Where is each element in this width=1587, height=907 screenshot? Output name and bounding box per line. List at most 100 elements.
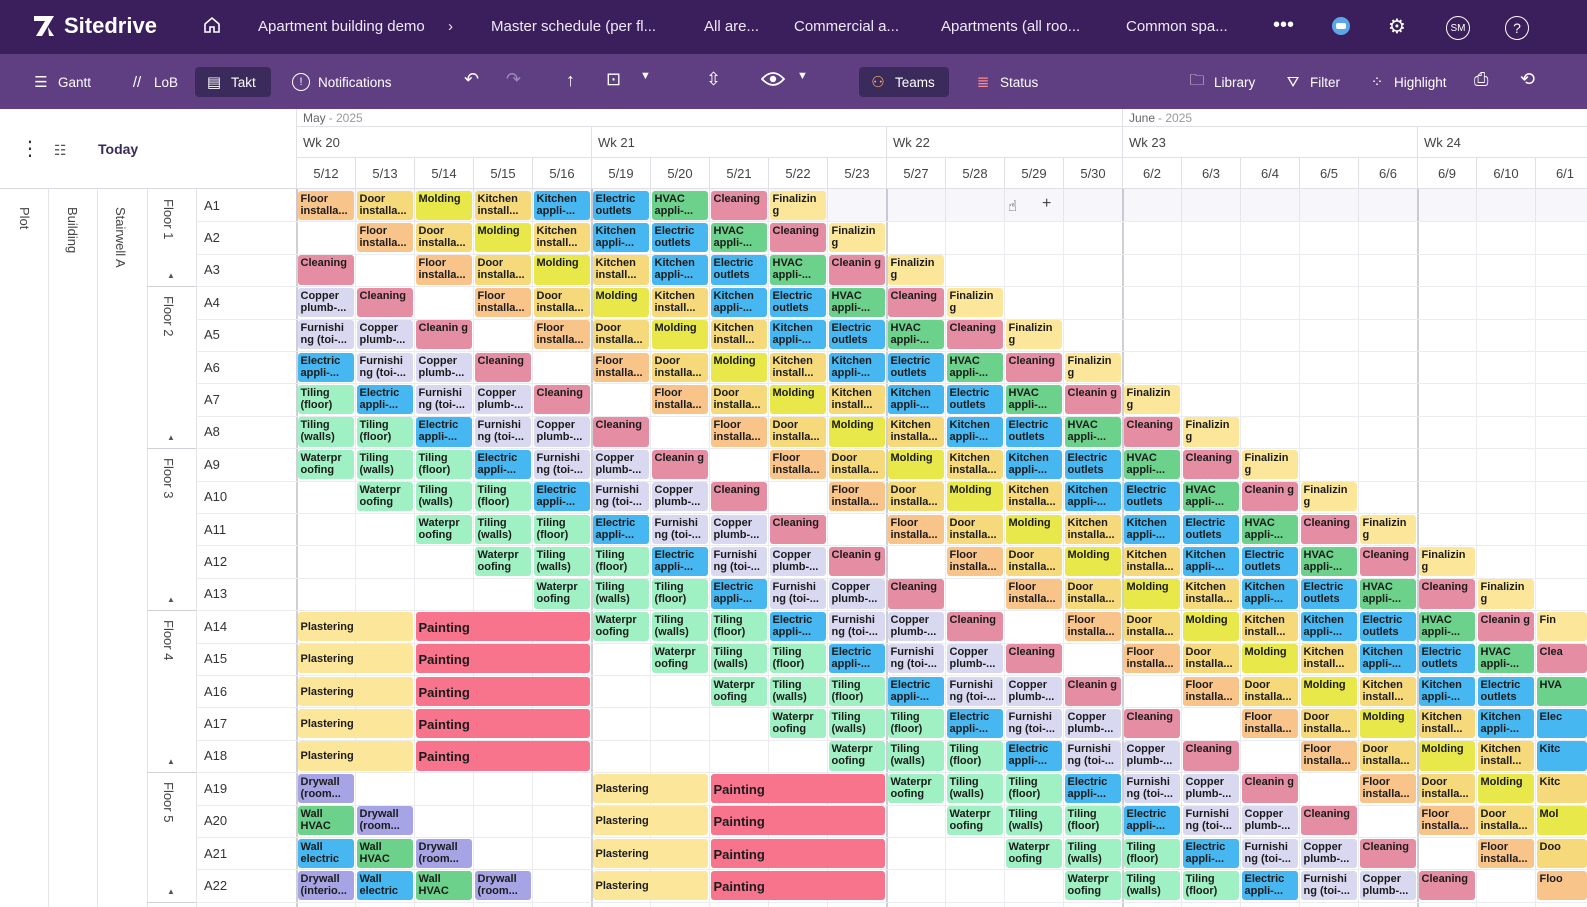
- task-card[interactable]: Tiling (walls): [415, 482, 472, 512]
- task-card[interactable]: Floor installa...: [1477, 838, 1534, 868]
- task-card[interactable]: Floor installa...: [1300, 741, 1357, 771]
- task-card[interactable]: Tiling (floor): [474, 482, 531, 512]
- task-card[interactable]: HVAC appli-...: [1005, 384, 1062, 415]
- task-card[interactable]: Copper plumb-...: [1064, 708, 1121, 739]
- task-card[interactable]: Cleaning: [887, 287, 944, 318]
- task-card[interactable]: Furnishi ng (toi-...: [769, 579, 826, 609]
- task-card[interactable]: Electric outlets: [651, 222, 708, 253]
- task-card[interactable]: HVAC appli-...: [1123, 449, 1180, 480]
- task-card[interactable]: Cleaning: [1418, 579, 1475, 609]
- chevron-down-icon[interactable]: ▼: [640, 70, 651, 82]
- task-card[interactable]: Finalizin g: [1241, 449, 1298, 480]
- task-card[interactable]: Molding: [651, 320, 708, 350]
- task-card[interactable]: Cleaning: [1300, 514, 1357, 544]
- task-card[interactable]: Molding: [1359, 708, 1416, 739]
- row-label-A14[interactable]: A14: [204, 618, 228, 634]
- task-card[interactable]: Tiling (floor): [415, 449, 472, 480]
- task-card[interactable]: Tiling (floor): [592, 546, 649, 577]
- task-card[interactable]: Cleaning: [356, 287, 413, 318]
- task-card[interactable]: Wall HVAC: [415, 870, 472, 901]
- task-card[interactable]: Electric appli-...: [1123, 806, 1180, 836]
- task-card[interactable]: Copper plumb-...: [946, 644, 1003, 674]
- task-card[interactable]: Copper plumb-...: [1359, 870, 1416, 901]
- day-header[interactable]: 6/1: [1535, 158, 1587, 189]
- task-card[interactable]: Kitc: [1536, 741, 1587, 771]
- task-card[interactable]: Cleanin g: [828, 255, 885, 285]
- task-card[interactable]: Electric appli-...: [887, 676, 944, 706]
- task-card[interactable]: Copper plumb-...: [887, 611, 944, 642]
- row-label-A8[interactable]: A8: [204, 424, 220, 440]
- task-card[interactable]: Molding: [415, 190, 472, 220]
- task-card[interactable]: Floor installa...: [1182, 676, 1239, 706]
- task-card[interactable]: Floor installa...: [1123, 644, 1180, 674]
- task-card[interactable]: Finalizin g: [1123, 384, 1180, 415]
- task-card[interactable]: Elec: [1536, 708, 1587, 739]
- task-card[interactable]: Plastering: [297, 708, 413, 739]
- task-card[interactable]: Door installa...: [592, 320, 649, 350]
- task-card[interactable]: Tiling (walls): [887, 741, 944, 771]
- task-card[interactable]: Electric outlets: [1123, 482, 1180, 512]
- task-card[interactable]: Fin: [1536, 611, 1587, 642]
- day-header[interactable]: 5/12: [296, 158, 355, 189]
- task-card[interactable]: Tiling (walls): [651, 611, 708, 642]
- row-label-A6[interactable]: A6: [204, 359, 220, 375]
- floor-label[interactable]: Floor 3: [161, 458, 176, 499]
- task-card[interactable]: Electric appli-...: [297, 352, 354, 382]
- day-header[interactable]: 6/3: [1181, 158, 1240, 189]
- task-card[interactable]: Cleaning: [1300, 806, 1357, 836]
- task-card[interactable]: Kitchen install...: [1477, 741, 1534, 771]
- task-card[interactable]: Kitchen appli-...: [1300, 611, 1357, 642]
- task-card[interactable]: Door installa...: [946, 514, 1003, 544]
- task-card[interactable]: Tiling (floor): [1123, 838, 1180, 868]
- task-card[interactable]: Kitchen install...: [710, 320, 767, 350]
- tab-apartments[interactable]: Apartments (all roo...: [941, 18, 1081, 35]
- today-button[interactable]: Today: [98, 141, 139, 157]
- task-card[interactable]: HVAC appli-...: [1300, 546, 1357, 577]
- task-card[interactable]: Furnishi ng (toi-...: [1300, 870, 1357, 901]
- task-card[interactable]: Cleanin g: [1064, 676, 1121, 706]
- task-card[interactable]: Cleanin g: [651, 449, 708, 480]
- task-card[interactable]: Copper plumb-...: [651, 482, 708, 512]
- move-up-icon[interactable]: ↑: [566, 70, 575, 90]
- task-card[interactable]: Finalizin g: [1064, 352, 1121, 382]
- task-card[interactable]: Kitchen install...: [533, 222, 590, 253]
- task-card[interactable]: Door installa...: [1241, 676, 1298, 706]
- task-card[interactable]: Door installa...: [769, 417, 826, 447]
- task-card[interactable]: Copper plumb-...: [592, 449, 649, 480]
- task-card[interactable]: Wall HVAC: [356, 838, 413, 868]
- row-label-A15[interactable]: A15: [204, 651, 228, 667]
- task-card[interactable]: Cleaning: [1123, 417, 1180, 447]
- task-card[interactable]: Kitchen appli-...: [1359, 644, 1416, 674]
- view-takt-button[interactable]: ▤ Takt: [195, 67, 271, 97]
- task-card[interactable]: HVAC appli-...: [710, 222, 767, 253]
- view-lob-button[interactable]: // LoB: [118, 67, 188, 97]
- task-card[interactable]: Furnishi ng (toi-...: [1182, 806, 1239, 836]
- library-button[interactable]: 🗀 Library: [1178, 67, 1265, 97]
- row-label-A3[interactable]: A3: [204, 262, 220, 278]
- task-card[interactable]: Electric appli-...: [769, 611, 826, 642]
- task-card[interactable]: Floor installa...: [297, 190, 354, 220]
- task-card[interactable]: Furnishi ng (toi-...: [1064, 741, 1121, 771]
- tab-master-schedule[interactable]: Master schedule (per fl...: [491, 18, 657, 35]
- task-card[interactable]: Kitchen appli-...: [1123, 514, 1180, 544]
- floor-label[interactable]: Floor 1: [161, 199, 176, 240]
- day-header[interactable]: 5/22: [768, 158, 827, 189]
- task-card[interactable]: Copper plumb-...: [1300, 838, 1357, 868]
- task-card[interactable]: Kitc: [1536, 773, 1587, 804]
- highlight-button[interactable]: ⁘ Highlight: [1358, 67, 1457, 97]
- task-card[interactable]: Door installa...: [1477, 806, 1534, 836]
- task-card[interactable]: Electric outlets: [1418, 644, 1475, 674]
- app-logo[interactable]: Sitedrive: [32, 13, 157, 39]
- task-card[interactable]: Door installa...: [1182, 644, 1239, 674]
- collapse-levels-icon[interactable]: ☷: [54, 142, 67, 158]
- task-card[interactable]: Tiling (floor): [946, 741, 1003, 771]
- task-card[interactable]: Painting: [710, 773, 885, 804]
- task-card[interactable]: Painting: [710, 806, 885, 836]
- task-card[interactable]: Electric outlets: [1477, 676, 1534, 706]
- task-card[interactable]: HVAC appli-...: [1182, 482, 1239, 512]
- task-card[interactable]: Kitchen appli-...: [1064, 482, 1121, 512]
- task-card[interactable]: Cleanin g: [1241, 773, 1298, 804]
- task-card[interactable]: Molding: [592, 287, 649, 318]
- day-header[interactable]: 6/9: [1417, 158, 1476, 189]
- task-card[interactable]: Door installa...: [474, 255, 531, 285]
